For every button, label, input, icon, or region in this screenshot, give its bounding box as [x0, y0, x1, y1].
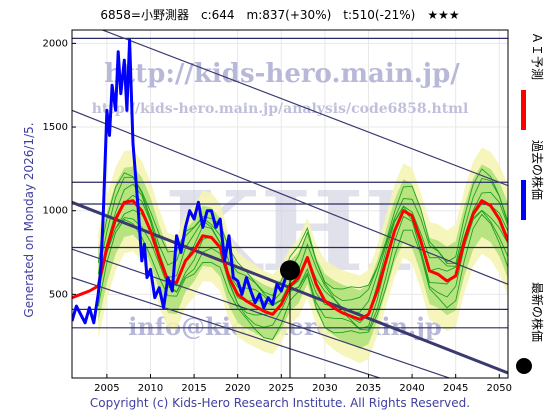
legend-label-latest: 最新の株価	[530, 282, 545, 342]
legend-swatch-ai	[521, 90, 526, 130]
y-tick-label: 1000	[43, 206, 68, 217]
copyright: Copyright (c) Kids-Hero Research Institu…	[89, 396, 471, 410]
x-tick-label: 2025	[269, 383, 294, 394]
x-tick-label: 2035	[356, 383, 381, 394]
legend-marker-latest	[516, 358, 532, 374]
legend-swatch-past	[521, 180, 526, 220]
x-tick-label: 2010	[138, 383, 163, 394]
y-tick-label: 500	[49, 289, 68, 300]
header: 6858=小野測器 c:644 m:837(+30%) t:510(-21%) ★★★	[0, 6, 560, 23]
forecast-ensemble-line	[97, 168, 508, 296]
legend-label-ai: ＡＩ予測	[530, 32, 544, 80]
header-stars: ★★★	[427, 8, 460, 22]
x-tick-label: 2015	[181, 383, 206, 394]
x-tick-label: 2005	[94, 383, 119, 394]
trend-line	[100, 30, 508, 187]
legend-item-past: 過去の株価	[521, 140, 545, 220]
watermark-url2: http://kids-hero.main.jp/analysis/code68…	[92, 101, 469, 117]
header-target: t:510(-21%)	[343, 8, 416, 22]
x-tick-label: 2020	[225, 383, 250, 394]
legend: ＡＩ予測 過去の株価 最新の株価	[516, 32, 545, 374]
x-tick-label: 2040	[399, 383, 424, 394]
latest-price-marker	[280, 260, 300, 281]
series-past-price	[72, 38, 292, 325]
x-tick-label: 2030	[312, 383, 337, 394]
generated-date: Generated on Monday 2026/1/5.	[22, 122, 36, 318]
x-axis: 2005 2010 2015 2020 2025 2030 2035 2040 2045 2050	[94, 374, 512, 394]
legend-label-past: 過去の株価	[530, 140, 545, 200]
header-current: c:644	[201, 8, 235, 22]
watermark-url1: http://kids-hero.main.jp/	[104, 59, 460, 89]
x-tick-label: 2045	[443, 383, 468, 394]
header-mid: m:837(+30%)	[246, 8, 332, 22]
plot-frame	[71, 29, 509, 379]
y-tick-label: 2000	[43, 38, 68, 49]
header-code-name: 6858=小野測器	[100, 8, 189, 22]
y-tick-label: 1500	[43, 122, 68, 133]
legend-item-ai: ＡＩ予測	[521, 32, 544, 130]
legend-item-latest: 最新の株価	[516, 282, 545, 374]
x-tick-label: 2050	[487, 383, 512, 394]
y-axis: 500 1000 1500 2000	[43, 38, 76, 379]
trend-line	[72, 109, 508, 285]
